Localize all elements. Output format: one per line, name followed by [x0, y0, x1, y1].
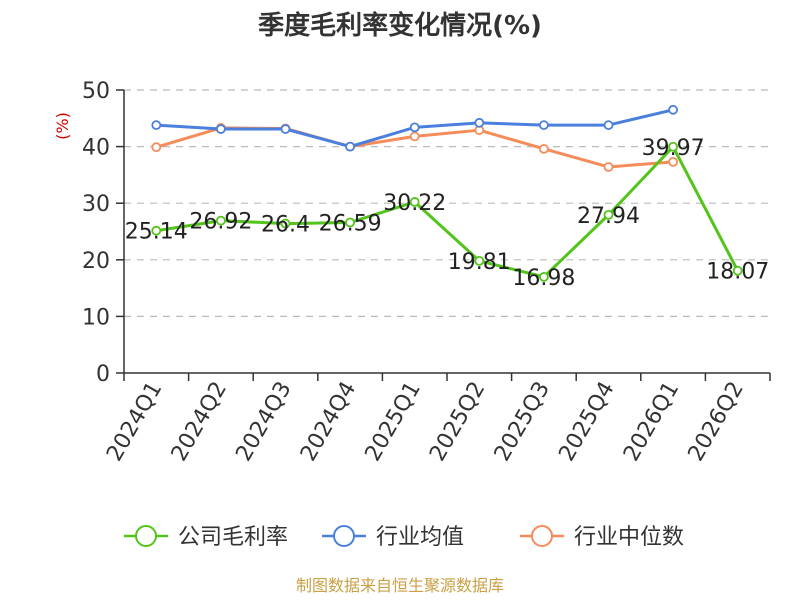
data-label: 26.92 — [189, 210, 252, 235]
legend-label: 行业中位数 — [574, 525, 684, 550]
data-point — [151, 142, 162, 153]
series-lines — [151, 104, 743, 282]
data-label: 16.98 — [512, 266, 575, 291]
source-note: 制图数据来自恒生聚源数据库 — [296, 576, 504, 595]
x-tick-label: 2024Q1 — [102, 378, 167, 466]
data-point — [215, 124, 226, 134]
legend-marker — [333, 525, 355, 547]
x-tick-label: 2026Q1 — [619, 378, 684, 466]
data-point — [732, 265, 743, 276]
data-point — [280, 218, 291, 229]
data-point — [215, 215, 226, 226]
data-point — [409, 122, 420, 133]
data-point — [474, 255, 485, 266]
x-tick-label: 2025Q2 — [425, 378, 490, 466]
data-label: 18.07 — [706, 260, 769, 285]
data-label: 25.14 — [125, 220, 188, 245]
legend: 公司毛利率 行业均值 行业中位数 — [124, 525, 684, 550]
data-point — [409, 131, 420, 142]
x-tick-label: 2024Q2 — [167, 378, 232, 466]
data-point — [409, 197, 420, 207]
x-tick-label: 2025Q3 — [490, 378, 555, 466]
data-point — [151, 225, 162, 236]
data-label: 19.81 — [448, 250, 511, 275]
y-tick-label: 10 — [82, 305, 110, 330]
x-tick-label: 2024Q3 — [231, 378, 296, 466]
data-point — [151, 120, 162, 130]
data-point — [603, 209, 614, 220]
data-label: 30.22 — [383, 191, 446, 216]
x-tick-label: 2025Q1 — [361, 378, 426, 466]
data-point — [280, 124, 291, 134]
data-point — [539, 120, 549, 130]
y-tick-label: 50 — [82, 79, 110, 104]
data-point — [345, 141, 356, 152]
y-tick-label: 20 — [82, 249, 110, 274]
grid — [124, 89, 770, 317]
data-point — [603, 162, 614, 172]
x-tick-label: 2024Q4 — [296, 378, 361, 466]
y-tick-label: 30 — [82, 192, 110, 217]
legend-label: 公司毛利率 — [178, 525, 288, 550]
data-point — [539, 271, 549, 282]
legend-label: 行业均值 — [376, 525, 464, 550]
data-point — [668, 156, 678, 167]
data-label: 39.97 — [642, 136, 705, 161]
data-point — [668, 141, 678, 152]
data-point — [603, 120, 614, 130]
data-label: 26.59 — [319, 212, 382, 237]
y-tick-label: 0 — [96, 362, 110, 387]
legend-marker — [135, 525, 157, 547]
y-tick-label: 40 — [82, 136, 110, 161]
x-tick-label: 2026Q2 — [684, 378, 749, 466]
data-point — [668, 104, 678, 115]
data-label: 26.4 — [261, 213, 310, 238]
legend-marker — [531, 525, 553, 547]
x-tick-label: 2025Q4 — [554, 378, 619, 466]
data-point — [474, 117, 485, 128]
chart-title: 季度毛利率变化情况(%) — [258, 10, 542, 41]
data-point — [345, 217, 356, 228]
data-point — [539, 143, 549, 154]
y-axis-label: (%) — [53, 112, 72, 140]
data-label: 27.94 — [577, 204, 640, 229]
series-line — [156, 145, 740, 279]
